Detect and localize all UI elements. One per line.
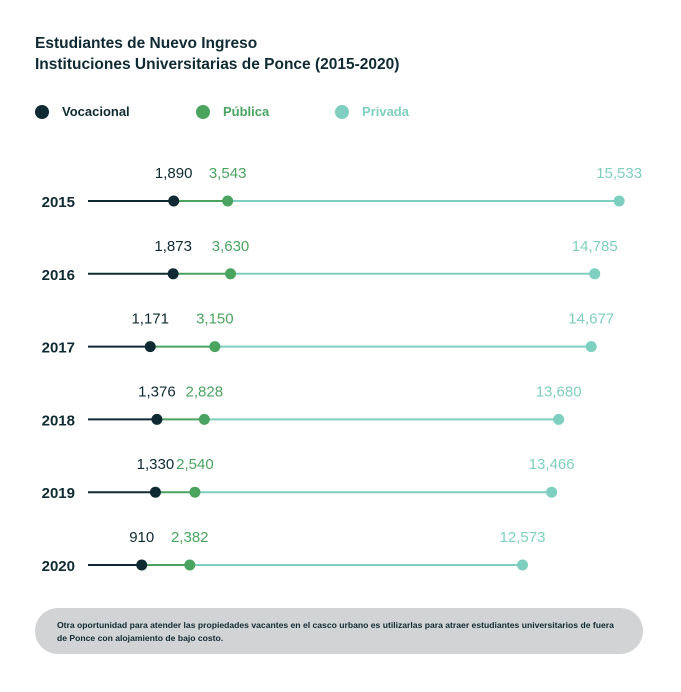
year-label-2015: 2015 xyxy=(42,194,75,211)
value-label-vocacional-2015: 1,890 xyxy=(155,165,193,182)
value-label-publica-2018: 2,828 xyxy=(186,383,224,400)
dot-privada-2020 xyxy=(517,559,529,571)
legend-dot-privada xyxy=(335,104,349,119)
value-label-privada-2019: 13,466 xyxy=(529,456,575,473)
dot-publica-2020 xyxy=(184,559,196,571)
value-label-privada-2017: 14,677 xyxy=(568,311,614,328)
dot-vocacional-2018 xyxy=(151,413,163,425)
value-label-privada-2016: 14,785 xyxy=(572,238,618,255)
chart-title-line-1: Estudiantes de Nuevo Ingreso xyxy=(35,35,258,52)
year-label-2016: 2016 xyxy=(42,267,75,284)
value-label-vocacional-2018: 1,376 xyxy=(138,383,176,400)
chart-title-line-2: Instituciones Universitarias de Ponce (2… xyxy=(35,56,400,73)
value-label-publica-2020: 2,382 xyxy=(171,529,209,546)
footnote-text: Otra oportunidad para atender las propie… xyxy=(57,620,614,643)
value-label-publica-2015: 3,543 xyxy=(209,165,247,182)
value-label-privada-2018: 13,680 xyxy=(536,383,582,400)
year-label-2017: 2017 xyxy=(42,340,75,357)
dot-vocacional-2015 xyxy=(168,195,180,207)
year-label-2019: 2019 xyxy=(42,485,75,502)
dot-vocacional-2016 xyxy=(167,268,179,280)
legend-dot-vocacional xyxy=(35,104,49,119)
legend-label-vocacional: Vocacional xyxy=(62,104,130,119)
value-label-publica-2017: 3,150 xyxy=(196,311,234,328)
legend: Vocacional Pública Privada xyxy=(0,104,681,124)
value-label-vocacional-2020: 910 xyxy=(129,529,154,546)
value-label-vocacional-2019: 1,330 xyxy=(137,456,175,473)
value-label-publica-2016: 3,630 xyxy=(212,238,250,255)
legend-item-vocacional: Vocacional xyxy=(35,104,130,119)
dot-privada-2019 xyxy=(546,486,558,498)
dot-privada-2016 xyxy=(589,268,601,280)
dot-vocacional-2017 xyxy=(144,341,156,353)
legend-dot-publica xyxy=(196,104,210,119)
dot-publica-2018 xyxy=(198,413,210,425)
value-label-vocacional-2016: 1,873 xyxy=(154,238,192,255)
legend-item-publica: Pública xyxy=(196,104,269,119)
legend-label-privada: Privada xyxy=(362,104,409,119)
dot-publica-2017 xyxy=(209,341,221,353)
legend-label-publica: Pública xyxy=(223,104,270,119)
year-label-2018: 2018 xyxy=(42,412,75,429)
value-label-publica-2019: 2,540 xyxy=(176,456,214,473)
dot-range-chart: 2015 1,890 3,543 15,533 2016 1,873 3,630 14,785… xyxy=(42,165,642,575)
chart-title: Estudiantes de Nuevo Ingreso Institucion… xyxy=(35,33,399,75)
dot-publica-2019 xyxy=(189,486,201,498)
legend-item-privada: Privada xyxy=(335,104,409,119)
dot-privada-2015 xyxy=(613,195,625,207)
year-label-2020: 2020 xyxy=(42,558,75,575)
dot-publica-2015 xyxy=(222,195,234,207)
dot-vocacional-2019 xyxy=(149,486,161,498)
value-label-vocacional-2017: 1,171 xyxy=(131,311,169,328)
dot-vocacional-2020 xyxy=(136,559,148,571)
dot-privada-2017 xyxy=(585,341,597,353)
footnote-box: Otra oportunidad para atender las propie… xyxy=(35,608,643,654)
value-label-privada-2020: 12,573 xyxy=(500,529,546,546)
value-label-privada-2015: 15,533 xyxy=(596,165,642,182)
dot-privada-2018 xyxy=(553,413,565,425)
dot-publica-2016 xyxy=(225,268,237,280)
